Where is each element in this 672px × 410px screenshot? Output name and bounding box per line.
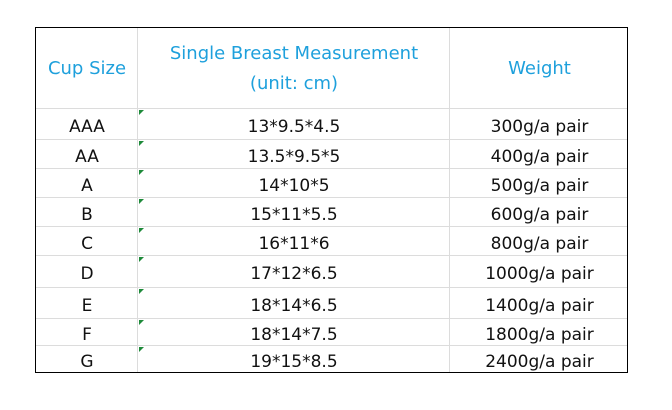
table-cell: AAA xyxy=(69,116,105,137)
table-cell: 400g/a pair xyxy=(490,146,589,167)
table-cell: AA xyxy=(75,146,99,167)
table-cell: 13.5*9.5*5 xyxy=(247,146,341,167)
text-marker xyxy=(139,289,144,294)
table-cell: 800g/a pair xyxy=(490,233,589,254)
table-cell: 1000g/a pair xyxy=(485,264,594,284)
row-divider xyxy=(36,255,627,256)
table-cell: F xyxy=(82,324,92,345)
text-marker xyxy=(139,320,144,325)
text-marker xyxy=(139,257,144,262)
table-cell: B xyxy=(81,204,93,225)
column-divider xyxy=(449,28,450,372)
table-cell: G xyxy=(80,352,94,372)
table-cell: E xyxy=(81,295,93,316)
table-cell: A xyxy=(81,175,93,196)
row-divider xyxy=(36,345,627,346)
table-cell: 18*14*7.5 xyxy=(250,324,338,345)
table-cell: 1800g/a pair xyxy=(485,324,594,345)
table-cell: 1400g/a pair xyxy=(485,295,594,316)
table-cell: 2400g/a pair xyxy=(485,352,594,372)
table-cell: 500g/a pair xyxy=(490,175,589,196)
text-marker xyxy=(139,141,144,146)
text-marker xyxy=(139,110,144,115)
text-marker xyxy=(139,228,144,233)
header-cell: Single Breast Measurement (unit: cm) xyxy=(169,42,419,94)
row-divider xyxy=(36,197,627,198)
table-cell: C xyxy=(81,233,93,254)
table-cell: 13*9.5*4.5 xyxy=(247,116,341,137)
row-divider xyxy=(36,226,627,227)
table-cell: 17*12*6.5 xyxy=(250,264,338,284)
header-cell: Weight xyxy=(508,57,571,79)
table-cell: D xyxy=(80,264,94,284)
table-cell: 19*15*8.5 xyxy=(250,352,338,372)
table-cell: 16*11*6 xyxy=(258,233,330,254)
header-cell: Cup Size xyxy=(47,57,127,79)
table: Cup Size Single Breast Measurement (unit:… xyxy=(35,27,628,373)
column-divider xyxy=(137,28,138,372)
text-marker xyxy=(139,170,144,175)
text-marker xyxy=(139,347,144,352)
table-cell: 300g/a pair xyxy=(490,116,589,137)
row-divider xyxy=(36,139,627,140)
row-divider xyxy=(36,318,627,319)
row-divider xyxy=(36,287,627,288)
row-divider xyxy=(36,168,627,169)
row-divider xyxy=(36,108,627,109)
table-cell: 15*11*5.5 xyxy=(250,204,338,225)
table-cell: 600g/a pair xyxy=(490,204,589,225)
text-marker xyxy=(139,199,144,204)
table-cell: 18*14*6.5 xyxy=(250,295,338,316)
table-cell: 14*10*5 xyxy=(258,175,330,196)
